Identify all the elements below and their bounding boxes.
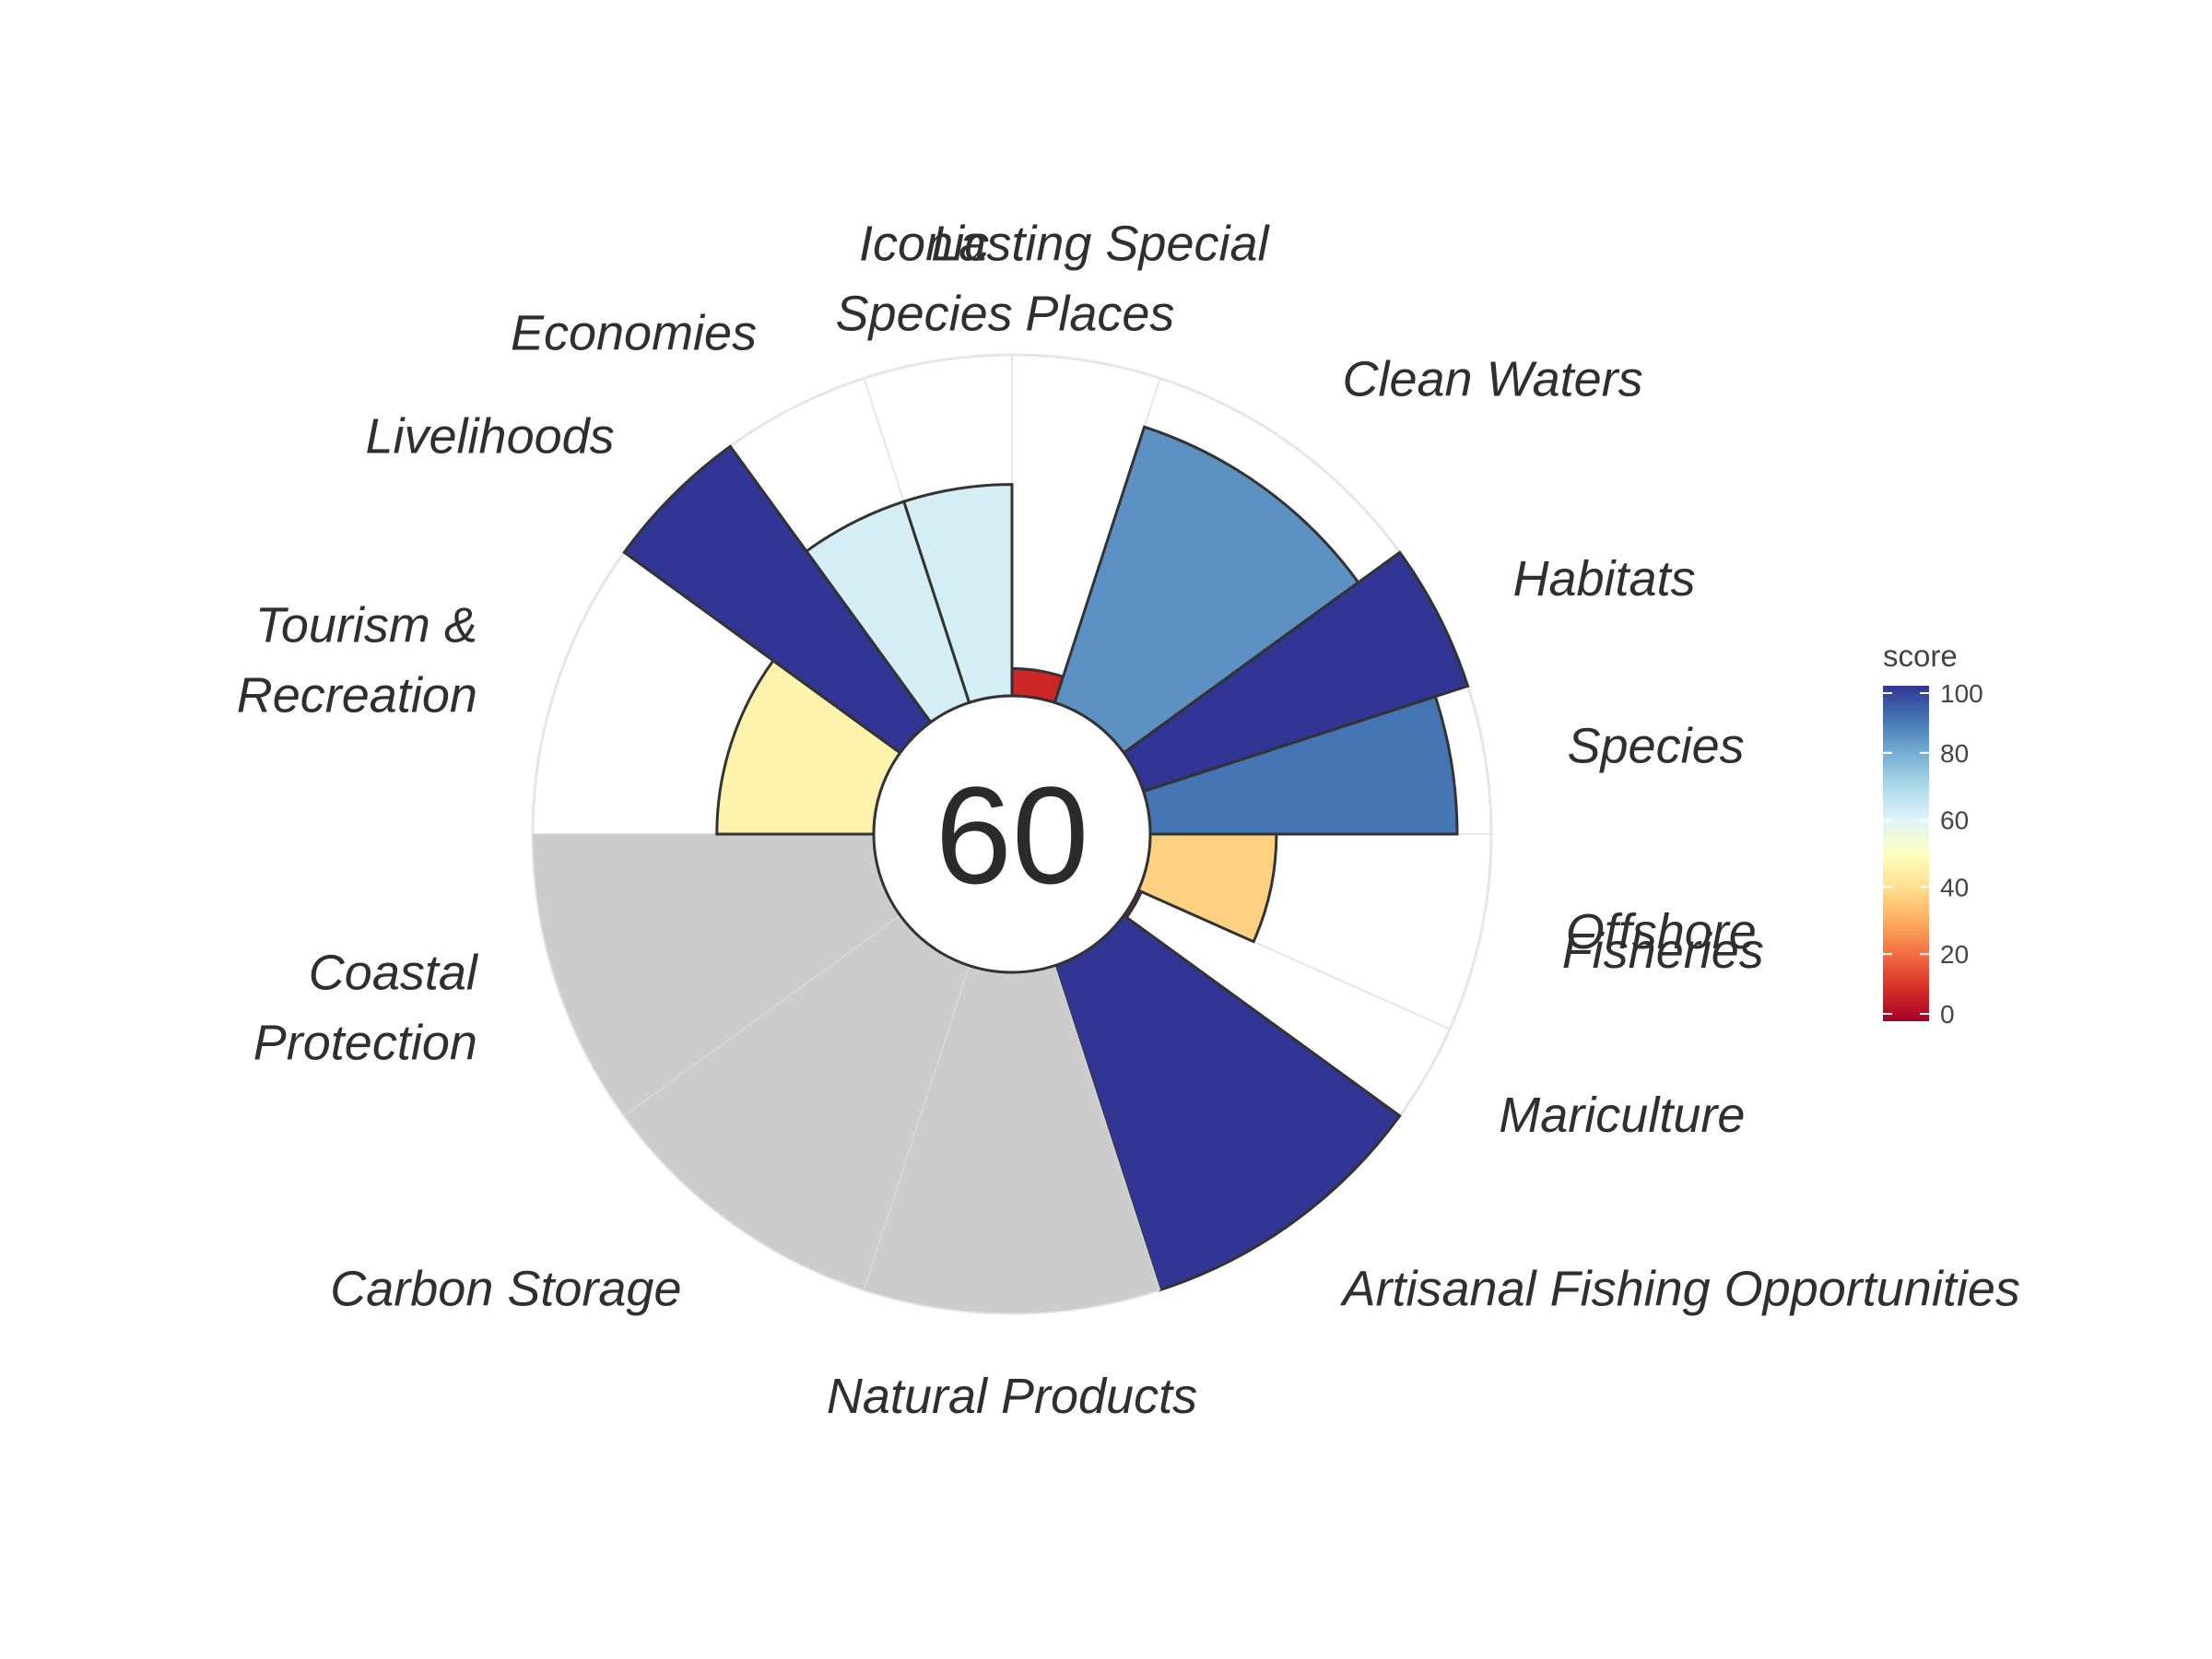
center-circle xyxy=(872,694,1152,974)
goal-label: Coastal Protection xyxy=(253,946,479,1071)
legend-tick-label: 20 xyxy=(1940,940,1969,969)
legend-tick-label: 100 xyxy=(1940,679,1983,708)
color-legend: score 0 20 40 60 80 100 xyxy=(1883,639,1983,1029)
goal-label: Lasting Special Places xyxy=(931,217,1270,342)
legend-title: score xyxy=(1883,639,1958,673)
legend-tick-label: 40 xyxy=(1940,873,1969,901)
goal-label: Habitats xyxy=(1513,551,1696,606)
goal-label: Fisheries xyxy=(1562,924,1764,979)
goal-labels: Fisheries Mariculture Artisanal Fishing Op… xyxy=(237,217,2020,1425)
goal-label: Species xyxy=(1568,719,1745,774)
legend-colorbar xyxy=(1883,686,1929,1021)
legend-tick-label: 80 xyxy=(1940,739,1969,768)
goal-label: Livelihoods xyxy=(366,409,615,465)
center-score: 60 xyxy=(935,758,1089,912)
goal-label: Carbon Storage xyxy=(330,1262,681,1317)
legend-tick-label: 60 xyxy=(1940,806,1969,835)
petal xyxy=(1136,832,1278,944)
goal-label: Economies xyxy=(511,306,757,361)
goal-label: Tourism & Recreation xyxy=(237,598,477,724)
goal-label: Iconic Species xyxy=(836,217,1013,342)
goal-label: Clean Waters xyxy=(1343,352,1643,407)
goal-label: Mariculture xyxy=(1499,1088,1745,1143)
legend-tick-label: 0 xyxy=(1940,1000,1955,1029)
goal-label: Offshore xyxy=(1566,904,1757,959)
goal-label: Natural Products xyxy=(827,1369,1197,1424)
goal-label: Artisanal Fishing Opportunities xyxy=(1340,1262,2020,1317)
